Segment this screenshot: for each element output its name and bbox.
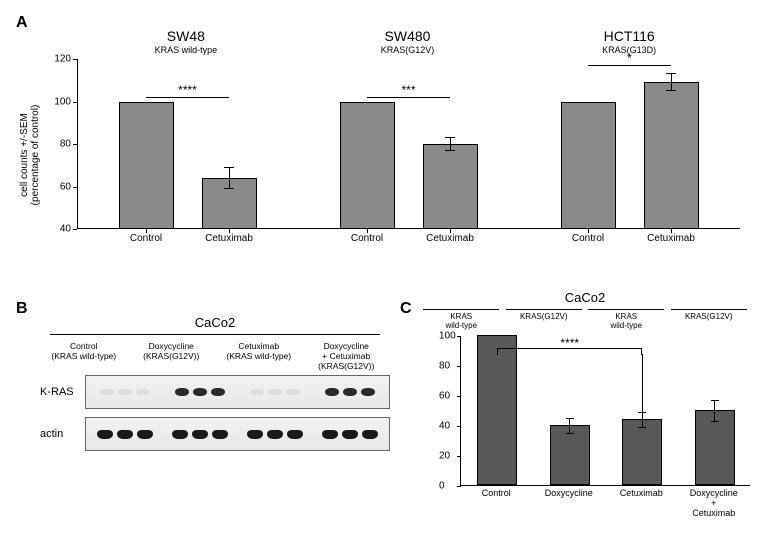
panel-c-conditions: KRASwild-type KRAS(G12V) KRASwild-type KRAS… — [420, 309, 750, 330]
panel-c-plot: cell counts +/-SEM(percentage of control… — [460, 336, 750, 486]
bar — [644, 82, 699, 229]
panel-c-condition: KRASwild-type — [423, 309, 499, 330]
chart-title-2: HCT116 — [519, 28, 738, 44]
significance: * — [627, 51, 632, 65]
panel-b-header: CaCo2 — [40, 315, 390, 330]
ytick: 80 — [60, 139, 71, 150]
blot-box — [85, 375, 390, 409]
blot-row-label: actin — [40, 428, 85, 440]
ytick: 40 — [439, 421, 450, 432]
blot-row-label: K-RAS — [40, 386, 85, 398]
xcat: Cetuximab — [205, 233, 253, 244]
chart-title-0: SW48 — [76, 28, 295, 44]
chart-subtitle-1: KRAS(G12V) — [298, 45, 517, 55]
panel-c: CaCo2 KRASwild-typeKRAS(G12V)KRASwild-ty… — [420, 290, 750, 530]
blot-col-header: Cetuximab(KRAS wild-type) — [215, 341, 303, 371]
xcat: Control — [130, 233, 162, 244]
ytick: 60 — [439, 391, 450, 402]
xcat: Control — [482, 488, 511, 498]
panel-a-chart-area: cell counts +/-SEM(percentage of control… — [40, 59, 740, 229]
panel-b: CaCo2 Control(KRAS wild-type)Doxycycline… — [40, 315, 390, 515]
blot-col-header: Doxycycline(KRAS(G12V)) — [128, 341, 216, 371]
blot-box — [85, 417, 390, 451]
blot-row: actin — [40, 417, 390, 451]
xcat: Cetuximab — [620, 488, 663, 498]
panel-b-rows: K-RAS actin — [40, 375, 390, 451]
ytick: 0 — [439, 481, 445, 492]
significance: **** — [178, 83, 197, 97]
chart-title-1: SW480 — [298, 28, 517, 44]
panel-c-condition: KRAS(G12V) — [506, 309, 582, 330]
ytick: 80 — [439, 361, 450, 372]
ytick: 60 — [60, 181, 71, 192]
panel-c-condition: KRAS(G12V) — [671, 309, 747, 330]
bar — [622, 419, 662, 485]
chart-subtitle-0: KRAS wild-type — [76, 45, 295, 55]
panel-label-a: A — [16, 14, 28, 32]
panel-c-xlabels: Control Doxycycline Cetuximab Doxycycline+ … — [460, 486, 750, 516]
blot-col-header: Doxycycline+ Cetuximab(KRAS(G12V)) — [303, 341, 391, 371]
ytick: 100 — [439, 331, 456, 342]
xcat: Cetuximab — [647, 233, 695, 244]
bar — [423, 144, 478, 229]
panel-a: SW48 KRAS wild-type SW480 KRAS(G12V) HCT… — [40, 28, 740, 258]
panel-a-yaxis-label: cell counts +/-SEM(percentage of control… — [19, 75, 41, 235]
xcat: Doxycycline — [545, 488, 593, 498]
xcat: Control — [572, 233, 604, 244]
bar — [561, 102, 616, 230]
xcat: Doxycycline+ Cetuximab — [690, 488, 738, 518]
ytick: 20 — [439, 451, 450, 462]
ytick: 120 — [54, 54, 71, 65]
xcat: Cetuximab — [426, 233, 474, 244]
bar — [340, 102, 395, 230]
panel-b-divider — [50, 334, 380, 335]
significance: *** — [401, 83, 415, 97]
bar — [119, 102, 174, 230]
panel-label-c: C — [400, 300, 412, 318]
xcat: Control — [351, 233, 383, 244]
panel-c-header: CaCo2 — [420, 290, 750, 305]
blot-row: K-RAS — [40, 375, 390, 409]
bar — [477, 335, 517, 485]
ytick: 40 — [60, 224, 71, 235]
bar — [550, 425, 590, 485]
panel-c-condition: KRASwild-type — [588, 309, 664, 330]
significance: **** — [560, 336, 579, 350]
ytick: 100 — [54, 96, 71, 107]
panel-label-b: B — [16, 300, 28, 318]
panel-b-columns: Control(KRAS wild-type)Doxycycline(KRAS(… — [40, 341, 390, 371]
blot-col-header: Control(KRAS wild-type) — [40, 341, 128, 371]
